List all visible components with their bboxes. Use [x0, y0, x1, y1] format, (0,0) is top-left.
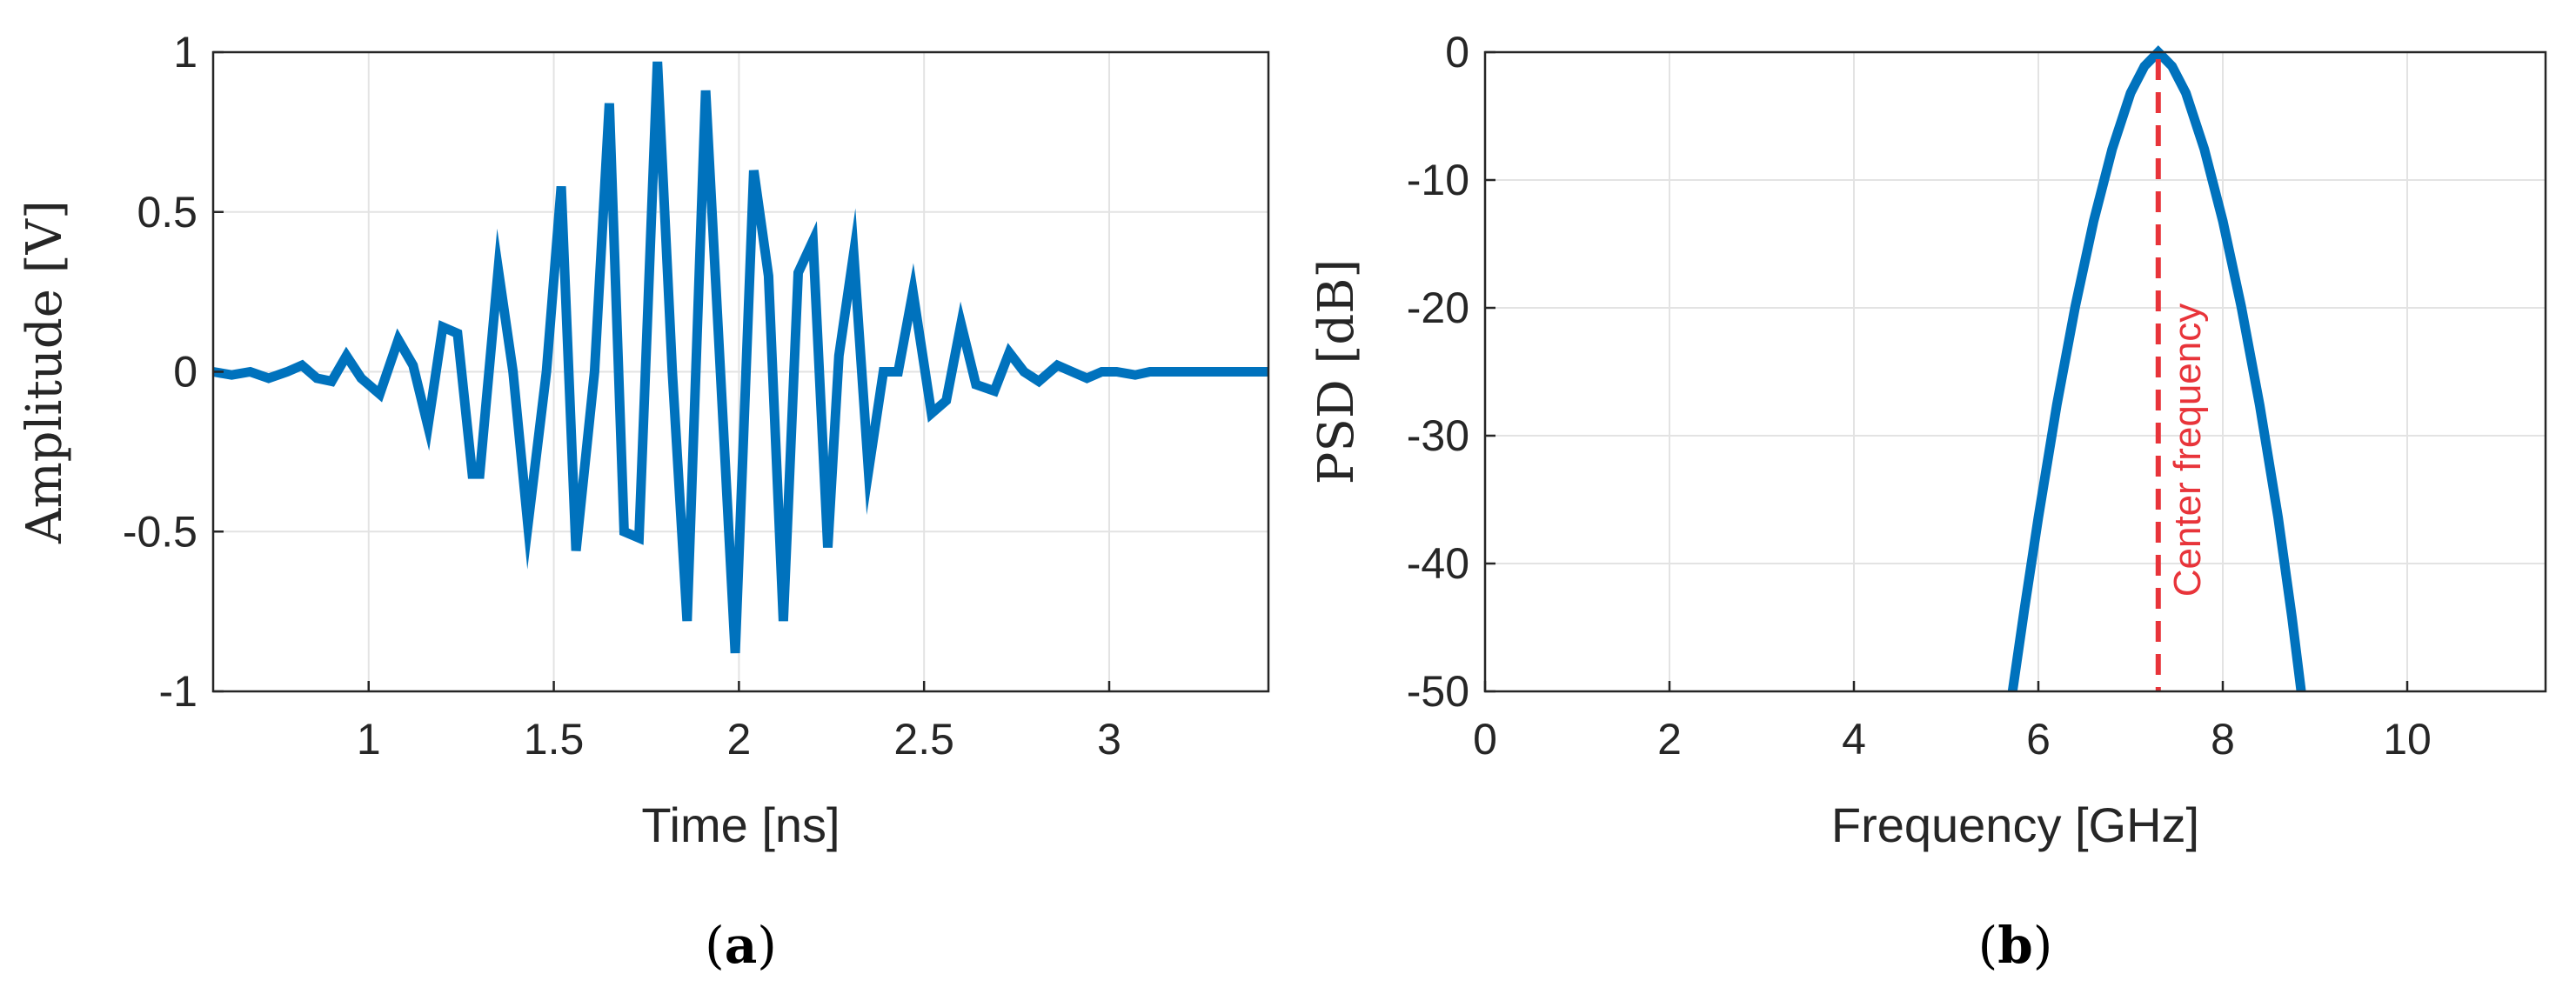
y-tick-label: 0: [1445, 28, 1469, 77]
x-tick-label: 2: [726, 715, 751, 764]
y-axis-label-a: Amplitude [V]: [17, 200, 73, 544]
caption-letter-a: a: [725, 916, 758, 975]
x-tick-label: 10: [2383, 715, 2432, 764]
x-axis-label-a: Time [ns]: [641, 797, 840, 852]
x-tick-label: 8: [2211, 715, 2235, 764]
panel-b: Center frequency 0 2 4 6 8 10-50-40-30-20-100…: [1308, 28, 2547, 975]
y-tick-label: -50: [1407, 667, 1469, 716]
y-tick-label: -30: [1407, 411, 1469, 460]
ticks-a: 1 1.5 2 2.5 3 -1 -0.5 0 0.5 1: [123, 28, 1121, 764]
axes-frame-b: [1483, 50, 2547, 693]
curve-a: [212, 61, 1268, 654]
grid-b: [1484, 51, 2546, 692]
x-tick-label: 3: [1097, 715, 1121, 764]
y-axis-label-b: PSD [dB]: [1308, 259, 1365, 484]
panel-caption-b: (b): [1978, 916, 2053, 975]
x-tick-label: 6: [2026, 715, 2051, 764]
panel-caption-a: (a): [705, 916, 777, 975]
x-axis-label-b: Frequency [GHz]: [1831, 797, 2199, 852]
x-tick-label: 1.5: [524, 715, 585, 764]
y-tick-label: 1: [173, 28, 197, 77]
x-tick-label: 0: [1473, 715, 1497, 764]
y-tick-label: -20: [1407, 284, 1469, 332]
x-tick-label: 1: [357, 715, 381, 764]
y-tick-label: -0.5: [123, 507, 197, 556]
data-line: [212, 61, 1268, 654]
y-tick-label: 0: [173, 348, 197, 397]
y-tick-label: -1: [159, 667, 197, 716]
ticks-b: 0 2 4 6 8 10 -50 -40 -30 -20 -10 0: [1407, 28, 2432, 764]
y-tick-label: 0.5: [137, 188, 197, 237]
caption-letter-b: b: [1997, 916, 2033, 975]
x-tick-label: 4: [1842, 715, 1866, 764]
center-frequency-annotation: Center frequency: [2166, 304, 2209, 597]
x-tick-label: 2: [1657, 715, 1682, 764]
y-tick-label: -40: [1407, 539, 1469, 588]
x-tick-label: 2.5: [893, 715, 954, 764]
y-tick-label: -10: [1407, 156, 1469, 204]
panel-a: 1 1.5 2 2.5 3 -1 -0.5 0 0.5 1 Time [ns] Amplitude…: [17, 28, 1270, 975]
